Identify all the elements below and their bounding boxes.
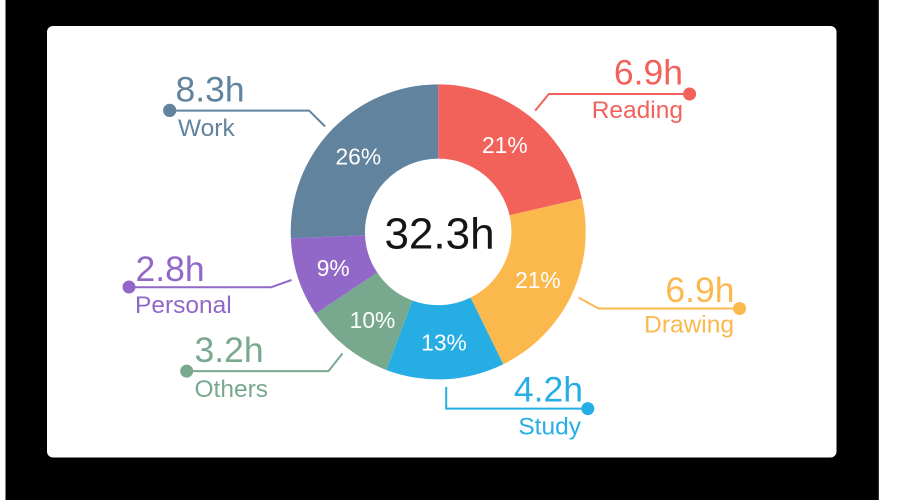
svg-text:32.3h: 32.3h <box>384 210 494 259</box>
svg-text:10%: 10% <box>350 307 396 333</box>
svg-text:26%: 26% <box>335 143 381 169</box>
svg-text:6.9h: 6.9h <box>614 53 683 93</box>
svg-text:21%: 21% <box>482 132 528 158</box>
svg-text:2.8h: 2.8h <box>136 249 205 289</box>
svg-text:13%: 13% <box>421 329 467 355</box>
svg-text:8.3h: 8.3h <box>176 70 245 110</box>
svg-text:21%: 21% <box>515 267 561 293</box>
svg-text:Others: Others <box>195 376 269 403</box>
svg-text:Drawing: Drawing <box>644 311 734 338</box>
svg-text:3.2h: 3.2h <box>195 330 264 370</box>
svg-text:Work: Work <box>178 115 235 142</box>
svg-text:Personal: Personal <box>135 292 232 319</box>
svg-text:Study: Study <box>518 413 581 440</box>
svg-text:4.2h: 4.2h <box>514 370 583 410</box>
svg-text:Reading: Reading <box>592 97 683 124</box>
svg-text:9%: 9% <box>317 255 350 281</box>
svg-text:6.9h: 6.9h <box>665 270 734 310</box>
